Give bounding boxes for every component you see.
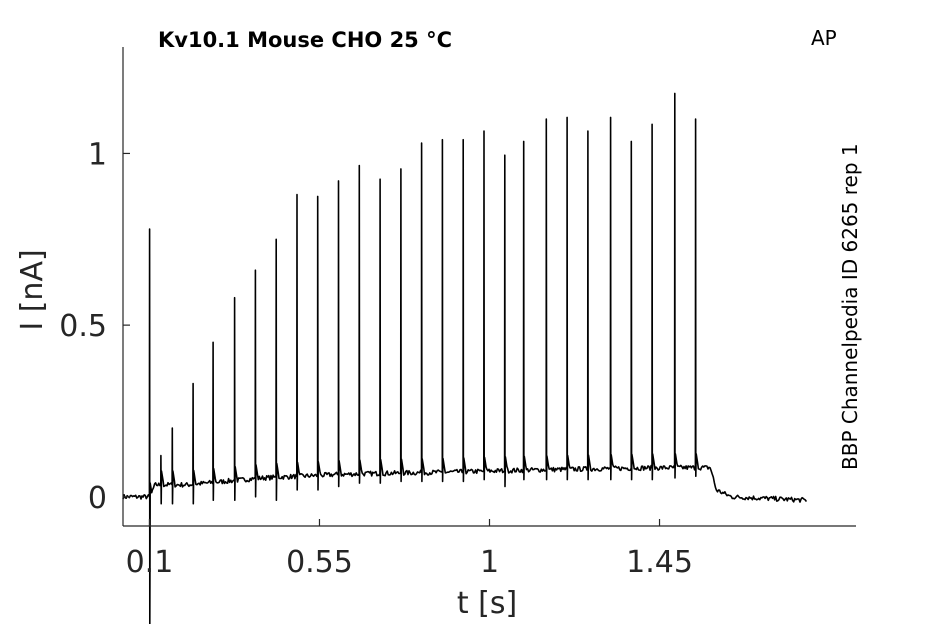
current-trace-line — [122, 92, 808, 624]
y-tick-label: 0.5 — [59, 309, 107, 344]
x-tick-label: 1 — [480, 545, 499, 580]
x-axis-ticks: 0.1 0.55 1 1.45 — [126, 519, 693, 580]
side-label: BBP Channelpedia ID 6265 rep 1 — [838, 143, 862, 470]
corner-label: AP — [811, 26, 837, 50]
y-axis-ticks: 00.51 — [59, 137, 130, 516]
chart-title: Kv10.1 Mouse CHO 25 °C — [158, 28, 452, 52]
x-tick-label: 1.45 — [626, 545, 693, 580]
x-axis-label: t [s] — [457, 586, 517, 621]
y-tick-label: 1 — [88, 137, 107, 172]
x-tick-label: 0.55 — [286, 545, 353, 580]
plot-area — [122, 92, 808, 624]
x-tick-label: 0.1 — [126, 545, 174, 580]
y-tick-label: 0 — [88, 481, 107, 516]
y-axis-label: I [nA] — [15, 249, 50, 330]
